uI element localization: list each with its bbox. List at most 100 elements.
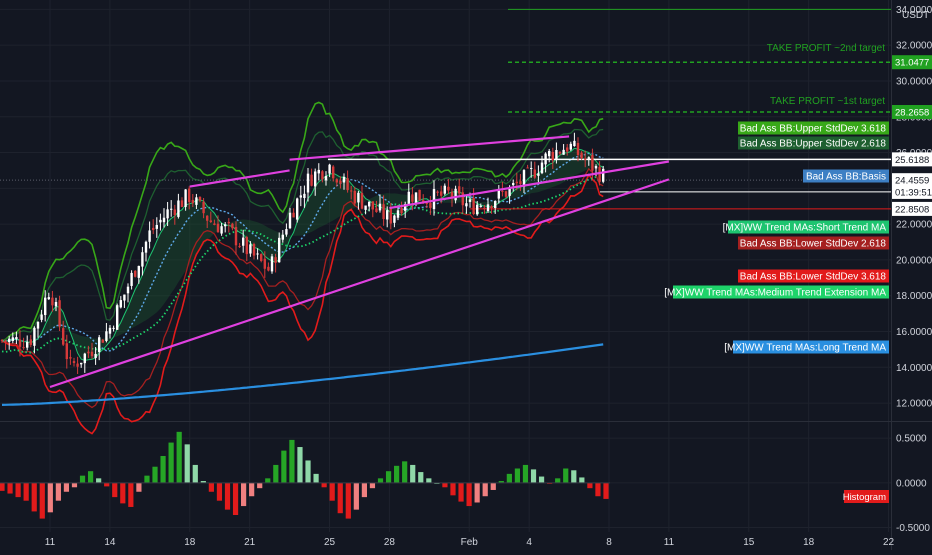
basis-line: [1, 152, 604, 352]
histogram-bar: [47, 482, 53, 513]
candle-body: [418, 189, 421, 201]
histogram-bar: [120, 482, 126, 504]
histogram-bar: [96, 478, 102, 483]
candle-body: [342, 176, 346, 183]
candle-body: [306, 173, 310, 193]
histogram-bar: [216, 482, 223, 501]
candle-body: [278, 237, 281, 263]
histogram-bar: [337, 482, 343, 514]
candle-body: [357, 192, 360, 203]
candle-body: [224, 224, 227, 227]
indicator-label-box: [738, 121, 889, 135]
candle-body: [450, 191, 454, 198]
candle-body: [62, 328, 65, 345]
candle-body: [566, 147, 569, 152]
trendlines[interactable]: [49, 135, 670, 389]
candle-body: [368, 201, 371, 207]
candle-body: [36, 321, 40, 329]
candle-body: [80, 362, 83, 365]
candle-body: [479, 205, 482, 207]
candle-body: [76, 363, 79, 367]
histogram-bar: [385, 471, 392, 483]
histogram-tick-label: 0.0000: [896, 478, 927, 489]
candle-body: [126, 286, 130, 294]
histogram-label-box: [844, 490, 889, 503]
time-tick-label: 28: [384, 537, 396, 548]
candle-body: [490, 206, 493, 209]
trendline-channel-upper: [289, 135, 570, 161]
candle-body: [184, 189, 187, 207]
candle-body: [501, 190, 504, 192]
indicator-label: Bad Ass BB:Lower StdDev 3.618: [740, 272, 887, 283]
candle-body: [296, 198, 299, 220]
histogram-bar: [168, 442, 174, 483]
price-tick-label: 20.0000: [896, 255, 932, 266]
histogram-bar: [297, 447, 303, 483]
candle-body: [58, 300, 61, 327]
candle-body: [407, 191, 410, 205]
candle-body: [375, 208, 378, 213]
candle-body: [472, 197, 475, 215]
candle-body: [159, 219, 162, 223]
histogram-bar: [144, 475, 150, 483]
upper-band-3618: [1, 101, 604, 342]
candle-body: [360, 193, 364, 209]
candle-body: [267, 266, 270, 271]
candle-body: [119, 300, 122, 308]
indicator-label: Bad Ass BB:Upper StdDev 2.618: [740, 139, 887, 150]
indicator-label-box: [673, 285, 889, 299]
candle-body: [378, 203, 382, 211]
price-levels[interactable]: [0, 8, 891, 210]
candle-body: [353, 190, 356, 204]
candle-body: [404, 204, 407, 211]
histogram-bar: [313, 473, 319, 483]
price-tag-label: 22.8508: [895, 204, 929, 215]
histogram-bar: [241, 482, 247, 507]
candle-body: [29, 339, 32, 345]
histogram-bar: [426, 478, 432, 483]
candle-body: [497, 189, 500, 199]
histogram-bar: [450, 482, 456, 496]
candle-body: [594, 166, 598, 169]
price-tag-box: [892, 55, 932, 70]
histogram-bar: [200, 481, 206, 483]
time-tick-label: 18: [803, 537, 815, 548]
histogram-bar: [63, 482, 70, 492]
indicator-label-box: [728, 220, 889, 234]
candle-body: [530, 167, 533, 169]
histogram-bar: [15, 482, 21, 498]
indicator-label: [MX]WW Trend MAs:Long Trend MA: [724, 343, 886, 354]
candle-body: [33, 327, 36, 346]
price-axis[interactable]: 34.000032.000030.000028.000026.000024.00…: [892, 5, 932, 534]
candle-body: [468, 199, 472, 202]
indicator-label-box: [733, 340, 889, 354]
candle-body: [238, 246, 241, 248]
candle-body: [40, 314, 43, 320]
candle-body: [371, 201, 374, 210]
candle-body: [591, 154, 594, 171]
candle-body: [562, 149, 565, 155]
histogram-bar: [571, 470, 577, 483]
time-tick-label: 22: [883, 537, 895, 548]
time-axis[interactable]: 11 14 18 21 25 28 Feb 4 8 11 15 18 22: [45, 537, 895, 548]
candle-body: [227, 221, 230, 224]
candle-body: [98, 337, 101, 352]
histogram-tick-label: 0.5000: [896, 434, 927, 445]
histogram-bar: [79, 475, 86, 483]
histogram-bar: [321, 482, 327, 488]
indicators: [1, 101, 604, 435]
candle-body: [454, 188, 457, 201]
candle-body: [465, 203, 468, 207]
candle-body: [584, 158, 587, 160]
candle-body: [198, 196, 202, 201]
upper-band-2618: [1, 128, 604, 342]
histogram-bar: [128, 482, 134, 507]
histogram-label: Histogram: [843, 492, 886, 503]
histogram-bar: [208, 482, 214, 492]
candle-body: [170, 208, 173, 210]
indicator-label-box: [738, 136, 889, 150]
candle-body: [519, 181, 522, 185]
candle-body: [108, 327, 112, 334]
